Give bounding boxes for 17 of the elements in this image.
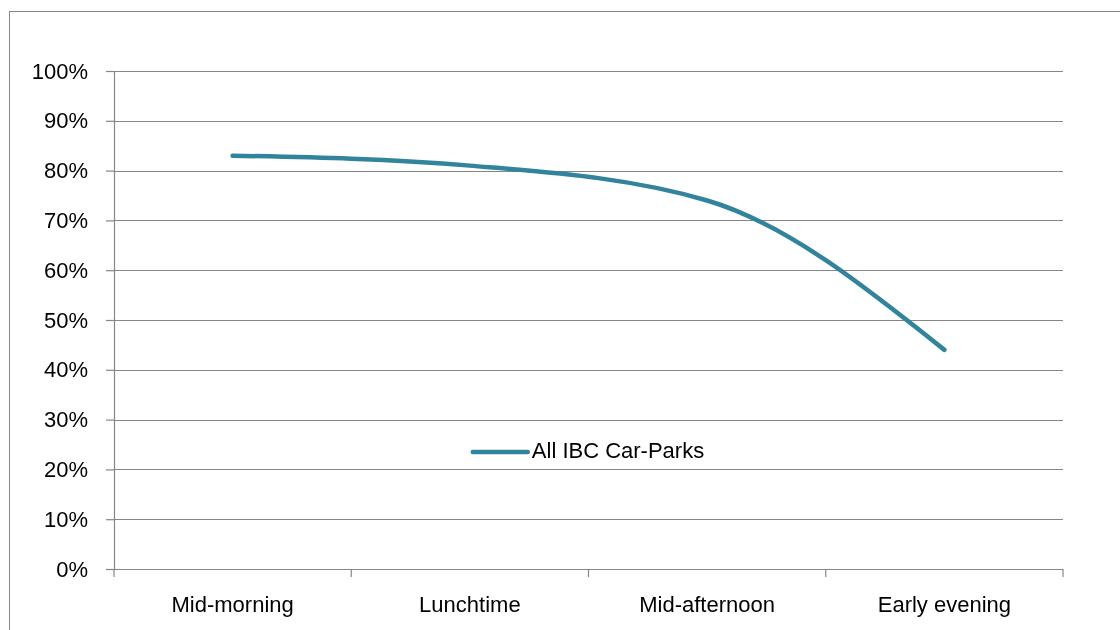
y-tick-label: 60% — [43, 257, 88, 283]
x-tick-label: Early evening — [877, 591, 1012, 617]
y-tick-label: 100% — [31, 58, 88, 84]
y-tick-label: 20% — [43, 456, 88, 482]
y-tick-label: 0% — [56, 556, 88, 582]
y-tick-label: 40% — [43, 357, 88, 383]
y-tick-label: 50% — [43, 307, 88, 333]
y-tick-label: 90% — [43, 108, 88, 134]
y-tick-label: 70% — [43, 207, 88, 233]
legend-label: All IBC Car-Parks — [531, 437, 705, 463]
y-tick-label: 10% — [43, 506, 88, 532]
x-tick-label: Mid-afternoon — [639, 591, 775, 617]
y-tick-label: 80% — [43, 158, 88, 184]
line-series — [230, 153, 947, 353]
y-tick-label: 30% — [43, 407, 88, 433]
x-tick-label: Lunchtime — [419, 591, 521, 617]
x-tick-label: Mid-morning — [171, 591, 294, 617]
